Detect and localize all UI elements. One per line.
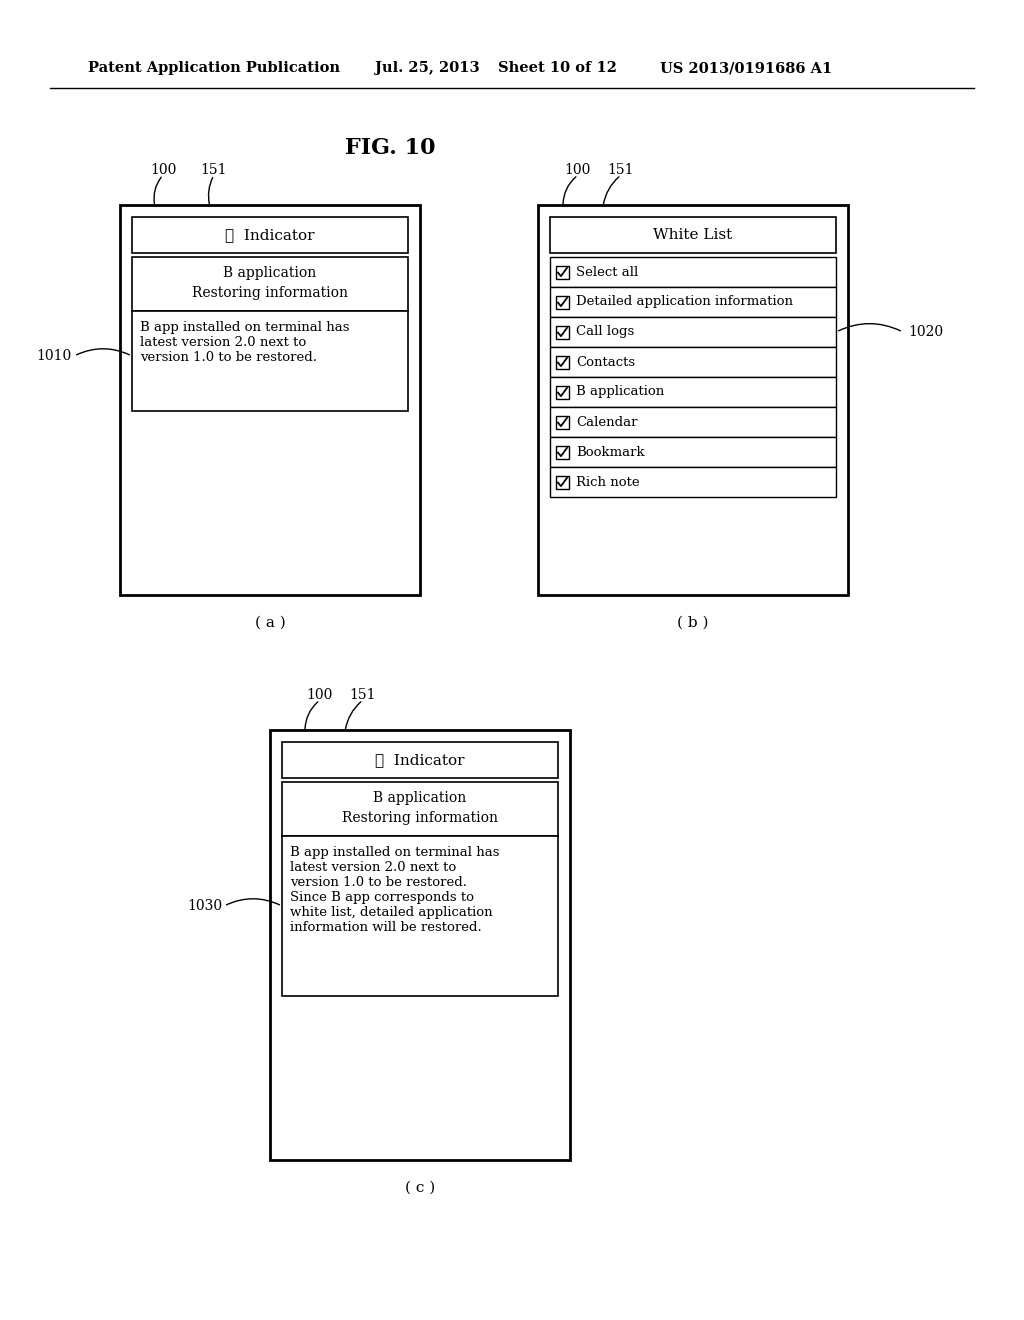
- Text: ( c ): ( c ): [404, 1181, 435, 1195]
- Text: ⓘ  Indicator: ⓘ Indicator: [225, 228, 314, 242]
- Bar: [556, 446, 569, 458]
- Bar: [120, 205, 420, 595]
- Text: US 2013/0191686 A1: US 2013/0191686 A1: [660, 61, 833, 75]
- Text: 1020: 1020: [908, 325, 943, 339]
- Text: Call logs: Call logs: [575, 326, 634, 338]
- Text: Rich note: Rich note: [575, 475, 640, 488]
- Text: 100: 100: [565, 162, 591, 177]
- Bar: [556, 326, 569, 338]
- Text: Detailed application information: Detailed application information: [575, 296, 793, 309]
- Bar: [132, 312, 408, 411]
- Bar: [282, 836, 558, 997]
- Text: Restoring information: Restoring information: [193, 286, 348, 300]
- Text: Patent Application Publication: Patent Application Publication: [88, 61, 340, 75]
- Bar: [538, 205, 848, 595]
- Text: Restoring information: Restoring information: [342, 810, 498, 825]
- Text: Contacts: Contacts: [575, 355, 635, 368]
- Bar: [556, 416, 569, 429]
- Bar: [550, 257, 836, 286]
- Text: FIG. 10: FIG. 10: [345, 137, 435, 158]
- Text: 151: 151: [201, 162, 227, 177]
- Bar: [550, 286, 836, 317]
- Text: Jul. 25, 2013: Jul. 25, 2013: [375, 61, 479, 75]
- Text: Calendar: Calendar: [575, 416, 638, 429]
- Text: B application: B application: [575, 385, 665, 399]
- Text: B application: B application: [374, 791, 467, 805]
- Text: Bookmark: Bookmark: [575, 446, 645, 458]
- Text: Sheet 10 of 12: Sheet 10 of 12: [498, 61, 617, 75]
- Bar: [270, 730, 570, 1160]
- Bar: [556, 385, 569, 399]
- Bar: [550, 378, 836, 407]
- Bar: [556, 265, 569, 279]
- Bar: [556, 296, 569, 309]
- Bar: [550, 437, 836, 467]
- Text: B app installed on terminal has
latest version 2.0 next to
version 1.0 to be res: B app installed on terminal has latest v…: [290, 846, 500, 935]
- Bar: [550, 467, 836, 498]
- Text: B application: B application: [223, 267, 316, 280]
- Text: 1010: 1010: [37, 348, 72, 363]
- Text: 100: 100: [150, 162, 176, 177]
- Bar: [132, 257, 408, 312]
- Text: ( b ): ( b ): [677, 616, 709, 630]
- Bar: [550, 347, 836, 378]
- Bar: [550, 216, 836, 253]
- Text: B app installed on terminal has
latest version 2.0 next to
version 1.0 to be res: B app installed on terminal has latest v…: [140, 321, 349, 364]
- Bar: [556, 355, 569, 368]
- Text: Select all: Select all: [575, 265, 638, 279]
- Bar: [282, 781, 558, 836]
- Bar: [282, 742, 558, 777]
- Text: 1030: 1030: [186, 899, 222, 913]
- Text: 151: 151: [350, 688, 376, 702]
- Text: White List: White List: [653, 228, 732, 242]
- Text: 151: 151: [608, 162, 634, 177]
- Bar: [550, 407, 836, 437]
- Bar: [132, 216, 408, 253]
- Text: ⓘ  Indicator: ⓘ Indicator: [375, 752, 465, 767]
- Bar: [556, 475, 569, 488]
- Text: ( a ): ( a ): [255, 616, 286, 630]
- Bar: [550, 317, 836, 347]
- Text: 100: 100: [307, 688, 333, 702]
